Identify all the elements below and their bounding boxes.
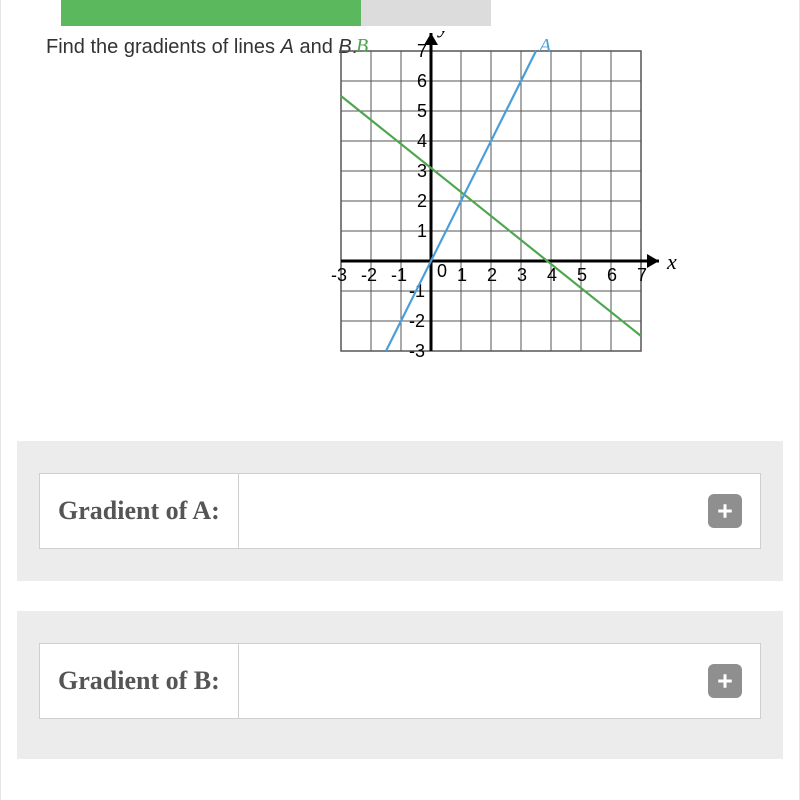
progress-remaining: [361, 0, 491, 26]
answer-b-input[interactable]: [257, 644, 708, 718]
svg-text:2: 2: [487, 265, 497, 285]
question-a-label: A: [281, 36, 294, 58]
answer-a-input[interactable]: [257, 474, 708, 548]
svg-text:4: 4: [417, 131, 427, 151]
answer-b-label: Gradient of B:: [39, 643, 239, 719]
svg-text:6: 6: [417, 71, 427, 91]
svg-text:-3: -3: [331, 265, 347, 285]
answer-b-block: Gradient of B:: [17, 611, 783, 759]
plus-icon: [716, 502, 734, 520]
svg-text:7: 7: [637, 265, 647, 285]
svg-text:x: x: [666, 249, 677, 274]
question-prefix: Find the gradients of lines: [46, 36, 281, 58]
answer-a-label: Gradient of A:: [39, 473, 239, 549]
svg-text:5: 5: [417, 101, 427, 121]
svg-text:3: 3: [517, 265, 527, 285]
svg-text:1: 1: [417, 221, 427, 241]
expand-a-button[interactable]: [708, 494, 742, 528]
svg-text:1: 1: [457, 265, 467, 285]
svg-text:2: 2: [417, 191, 427, 211]
progress-bar: [61, 0, 789, 26]
svg-text:y: y: [437, 31, 449, 38]
plus-icon: [716, 672, 734, 690]
answer-a-block: Gradient of A:: [17, 441, 783, 581]
svg-text:5: 5: [577, 265, 587, 285]
answer-a-input-wrap: [239, 473, 761, 549]
svg-text:-3: -3: [409, 341, 425, 361]
answer-b-input-wrap: [239, 643, 761, 719]
svg-text:-2: -2: [361, 265, 377, 285]
svg-text:6: 6: [607, 265, 617, 285]
progress-complete: [61, 0, 361, 26]
expand-b-button[interactable]: [708, 664, 742, 698]
svg-text:A: A: [537, 35, 552, 57]
svg-text:7: 7: [417, 41, 427, 61]
svg-text:B: B: [356, 35, 368, 57]
svg-text:0: 0: [437, 261, 447, 281]
svg-text:-1: -1: [391, 265, 407, 285]
coordinate-graph: -3-2-101234567-3-2-11234567xyBA: [301, 31, 741, 391]
svg-text:-2: -2: [409, 311, 425, 331]
